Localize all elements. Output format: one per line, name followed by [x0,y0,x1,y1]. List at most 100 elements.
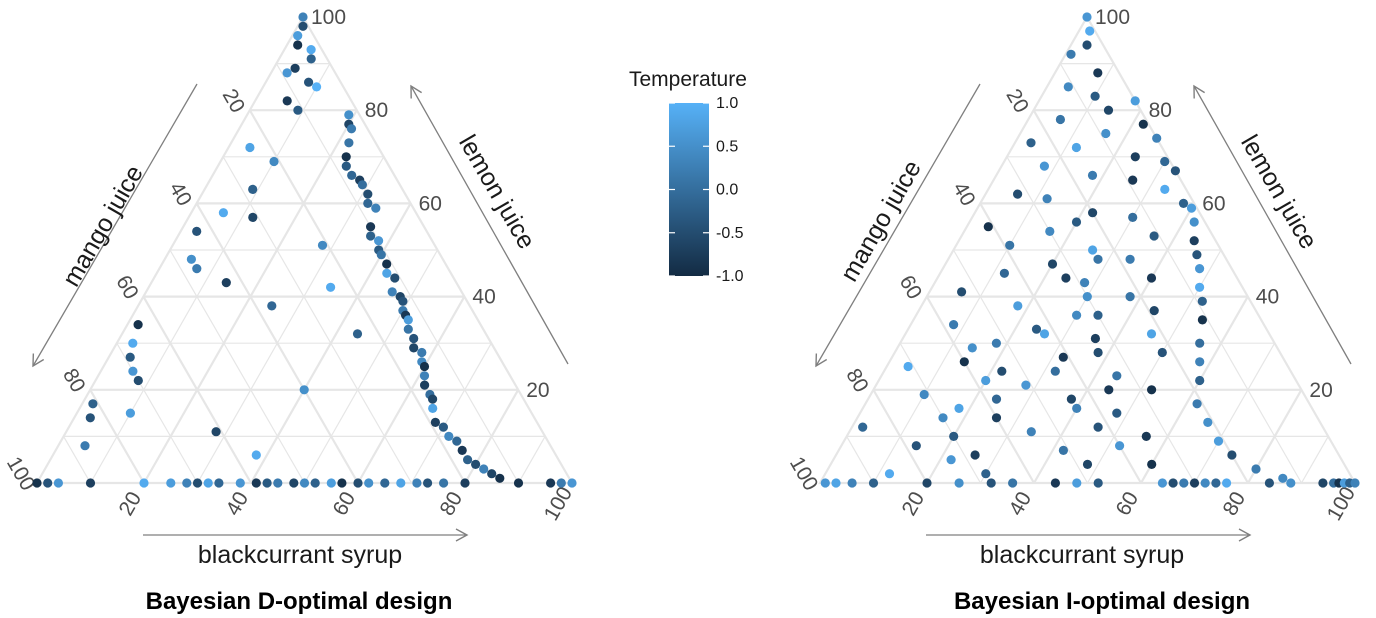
data-point [1128,175,1138,185]
tick-label-right: 100 [311,6,346,29]
tick-label-left: 80 [841,365,873,397]
data-point [1192,250,1202,260]
data-point [1093,68,1103,78]
tick-label-bottom: 100 [540,483,577,525]
data-point [439,478,449,488]
data-point [262,478,272,488]
data-point [949,320,959,330]
data-point [214,478,224,488]
data-point [363,189,373,199]
data-point [211,427,221,437]
data-point [192,226,202,236]
data-point [310,478,320,488]
data-point [1090,91,1100,101]
bottom-axis-title: blackcurrant syrup [980,541,1184,569]
data-point [983,222,993,232]
data-point [1195,357,1205,367]
tick-label-right: 100 [1095,6,1130,29]
data-point [182,478,192,488]
data-point [376,250,386,260]
legend-tick-label: 1.0 [716,95,738,112]
data-point [396,478,406,488]
ternary-grid [35,14,574,485]
data-point [221,278,231,288]
right-axis-title: lemon juice [453,130,540,254]
data-point [417,347,427,358]
data-point [1203,417,1213,427]
data-point [1170,166,1180,176]
data-point [991,413,1002,423]
data-point [1047,259,1058,269]
data-point [1152,133,1162,143]
data-point [1227,450,1237,460]
grid-line [222,156,413,484]
data-point [1178,198,1189,208]
data-point [382,259,392,269]
left-axis-title: mango juice [835,156,927,287]
data-point [1189,217,1199,227]
data-point [1222,478,1232,488]
data-point [471,459,481,469]
data-point [409,333,419,344]
grid-line [89,389,145,484]
left-axis-title: mango juice [57,161,149,292]
data-point [495,473,505,483]
data-point [1318,478,1328,488]
data-point [341,161,351,171]
data-point [428,403,438,413]
data-point [1103,105,1114,115]
data-point [1071,142,1081,153]
data-point [1197,315,1207,325]
data-point [267,301,277,311]
data-point [43,478,53,488]
data-point [1149,231,1159,241]
tick-label-bottom: 40 [1005,488,1037,520]
data-point [858,422,868,432]
data-point [1045,226,1055,236]
grid-line [116,342,199,484]
data-point [868,478,879,488]
tick-label-right: 80 [365,99,388,122]
data-point [1149,306,1159,316]
data-point [1147,459,1157,469]
data-point [409,343,419,353]
data-point [546,478,556,488]
tick-label-right: 20 [526,379,549,402]
data-point [911,441,921,451]
tick-label-right: 80 [1149,99,1172,122]
grid-line [196,156,385,484]
legend-tick-label: -0.5 [716,225,744,242]
data-point [299,478,310,488]
data-point [1088,208,1098,218]
data-point [1112,371,1122,381]
data-point [970,450,980,460]
data-point [430,417,440,427]
left-axis-arrow [32,83,198,368]
data-point [364,478,374,488]
data-point [444,431,454,441]
data-point [248,184,258,194]
data-point [981,469,991,479]
data-point [306,54,316,64]
grid-line [1059,63,1303,484]
data-point [412,478,422,488]
data-point [423,478,433,488]
data-point [1278,473,1288,483]
data-point [463,455,473,465]
data-point [1189,236,1199,246]
data-point [248,212,258,222]
data-point [1061,273,1071,283]
data-point [1039,161,1049,171]
data-point [1013,189,1023,199]
data-point [479,464,489,474]
data-point [299,385,309,395]
data-point [1082,292,1092,302]
data-point [957,287,967,297]
right-axis-arrow [1193,84,1352,365]
data-point [1080,278,1090,288]
data-point [946,455,956,465]
axis-arrows [32,83,569,542]
data-point [192,264,202,274]
tick-label-bottom: 40 [222,488,254,520]
triangle-outline [818,14,1357,485]
